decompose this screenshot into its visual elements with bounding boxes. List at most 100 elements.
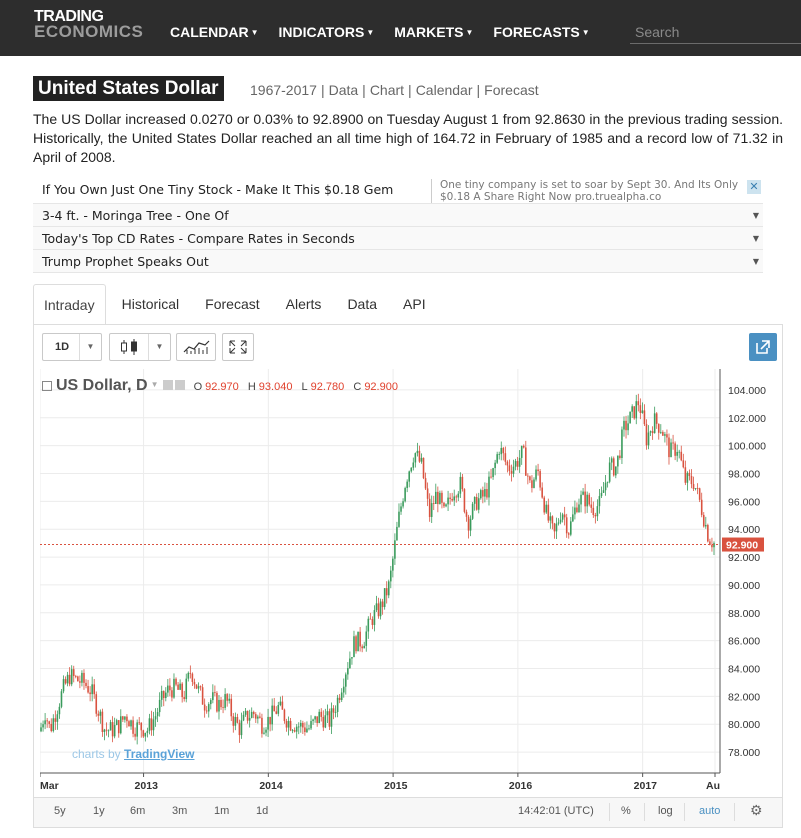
candle-body — [439, 492, 441, 505]
divider — [684, 803, 685, 821]
watermark-brand[interactable]: TradingView — [124, 747, 195, 761]
candle-body — [197, 686, 200, 689]
gear-icon[interactable]: ⚙ — [750, 802, 763, 818]
range-link[interactable]: 1967-2017 — [250, 82, 317, 98]
percent-scale-button[interactable]: % — [621, 805, 631, 817]
tab-api[interactable]: API — [403, 296, 426, 312]
candle-body — [461, 476, 464, 490]
chart-style-selector[interactable]: ▼ — [109, 333, 171, 361]
candle-body — [371, 619, 374, 625]
nav-indicators[interactable]: INDICATORS ▼ — [278, 24, 374, 40]
utc-clock: 14:42:01 (UTC) — [518, 805, 594, 817]
candle-body — [287, 720, 290, 728]
nav-calendar[interactable]: CALENDAR ▼ — [170, 24, 258, 40]
candle-body — [561, 514, 564, 520]
chart-canvas[interactable]: 104.000 102.000 100.000 98.000 96.000 94.000 9… — [40, 369, 775, 797]
settings-icon[interactable] — [162, 380, 173, 390]
candle-body — [637, 401, 640, 406]
candle-body — [226, 694, 228, 701]
interval-selector[interactable]: 1D ▼ — [42, 333, 102, 361]
price-chart[interactable]: 104.000 102.000 100.000 98.000 96.000 94.000 9… — [40, 369, 775, 797]
forecast-link[interactable]: Forecast — [484, 82, 539, 98]
candle-body — [514, 461, 517, 467]
tab-intraday[interactable]: Intraday — [33, 284, 106, 326]
candle-body — [349, 658, 351, 669]
trading-economics-logo[interactable]: TRADING ECONOMICS — [34, 9, 143, 41]
candle-body — [115, 720, 118, 725]
candle-body — [623, 420, 625, 430]
candle-body — [304, 727, 306, 733]
tradingview-watermark[interactable]: charts by TradingView — [72, 747, 195, 761]
candle-body — [101, 711, 104, 733]
range-1m[interactable]: 1m — [214, 805, 230, 817]
candle-body — [160, 690, 163, 700]
candle-body — [678, 451, 681, 453]
candle-body — [218, 699, 220, 712]
candle-body — [183, 697, 186, 700]
candle-body — [70, 669, 73, 685]
candle-body — [465, 511, 468, 517]
data-link[interactable]: Data — [328, 82, 359, 98]
candle-body — [257, 716, 259, 719]
tab-historical[interactable]: Historical — [121, 296, 180, 312]
candle-body — [414, 453, 417, 463]
ad-row[interactable]: Trump Prophet Speaks Out ▼ — [33, 250, 763, 273]
separator: | — [320, 82, 325, 98]
ad-row[interactable]: Today's Top CD Rates - Compare Rates in … — [33, 227, 763, 250]
fullscreen-button[interactable] — [222, 333, 254, 361]
candle-body — [111, 722, 114, 737]
last-price-badge — [722, 537, 764, 552]
candle-body — [138, 722, 141, 724]
candle-body — [527, 475, 529, 477]
candle-body — [463, 489, 466, 512]
candle-body — [207, 704, 210, 712]
candle-body — [187, 672, 190, 679]
range-1d[interactable]: 1d — [256, 805, 269, 817]
auto-scale-button[interactable]: auto — [699, 805, 721, 817]
remove-icon[interactable] — [174, 380, 185, 390]
popout-button[interactable] — [749, 333, 777, 361]
calendar-link[interactable]: Calendar — [415, 82, 473, 98]
candle-body — [551, 516, 554, 524]
candle-body — [486, 489, 488, 498]
close-icon[interactable]: ✕ — [747, 180, 761, 194]
collapse-icon[interactable] — [42, 381, 52, 391]
x-tick-label: 2013 — [135, 780, 159, 792]
ad-row[interactable]: 3-4 ft. - Moringa Tree - One Of ▼ — [33, 204, 763, 227]
candle-body — [392, 558, 394, 571]
chevron-down-icon[interactable]: ▼ — [150, 380, 159, 389]
candle-body — [40, 727, 42, 732]
candle-body — [592, 507, 595, 516]
search-input[interactable] — [630, 20, 801, 44]
indicators-button[interactable] — [176, 333, 216, 361]
candle-body — [682, 460, 685, 468]
tab-data[interactable]: Data — [347, 296, 378, 312]
candle-body — [252, 711, 255, 715]
candle-body — [608, 462, 611, 482]
log-scale-button[interactable]: log — [658, 805, 673, 817]
candle-body — [359, 631, 361, 647]
candle-body — [347, 668, 349, 675]
separator: | — [362, 82, 366, 98]
chevron-down-icon[interactable]: ▼ — [752, 211, 759, 220]
chart-tabs: Intraday Historical Forecast Alerts Data… — [33, 284, 442, 326]
tab-alerts[interactable]: Alerts — [285, 296, 322, 312]
range-3m[interactable]: 3m — [172, 805, 188, 817]
symbol-name[interactable]: US Dollar, D — [56, 377, 148, 394]
ad-row[interactable]: If You Own Just One Tiny Stock - Make It… — [33, 178, 763, 204]
range-5y[interactable]: 5y — [54, 805, 66, 817]
chart-link[interactable]: Chart — [369, 82, 405, 98]
nav-forecasts[interactable]: FORECASTS ▼ — [493, 24, 589, 40]
candle-body — [128, 721, 130, 727]
nav-markets[interactable]: MARKETS ▼ — [394, 24, 473, 40]
candle-body — [369, 618, 372, 620]
candle-body — [694, 488, 697, 489]
chevron-down-icon[interactable]: ▼ — [752, 257, 759, 266]
chevron-down-icon[interactable]: ▼ — [752, 234, 759, 243]
range-6m[interactable]: 6m — [130, 805, 146, 817]
range-1y[interactable]: 1y — [93, 805, 105, 817]
candle-body — [316, 716, 318, 724]
candle-body — [122, 716, 124, 720]
candle-body — [228, 698, 231, 701]
tab-forecast[interactable]: Forecast — [205, 296, 260, 312]
